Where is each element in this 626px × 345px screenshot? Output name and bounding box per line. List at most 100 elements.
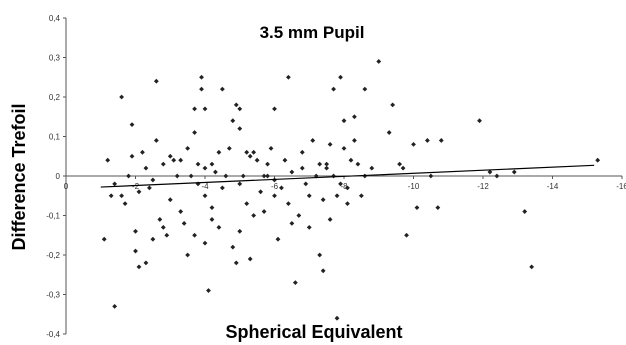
data-point xyxy=(251,213,257,218)
x-tick-label: -8 xyxy=(340,182,348,191)
data-point xyxy=(178,157,184,163)
data-point xyxy=(171,157,177,163)
data-point xyxy=(202,240,208,246)
data-point xyxy=(119,94,124,100)
data-point xyxy=(320,268,326,274)
data-point xyxy=(358,193,364,199)
data-point xyxy=(136,264,142,270)
data-point xyxy=(112,181,118,187)
x-tick-label: -16 xyxy=(616,182,626,191)
data-point xyxy=(185,252,191,258)
data-point xyxy=(192,106,197,112)
data-point xyxy=(237,106,243,112)
data-point xyxy=(133,248,138,254)
data-point xyxy=(247,153,253,159)
x-tick-label: -6 xyxy=(271,182,279,191)
trendline xyxy=(100,164,595,188)
data-point xyxy=(122,201,128,207)
data-point xyxy=(397,161,402,167)
data-point xyxy=(390,102,396,108)
data-point xyxy=(119,193,124,199)
data-point xyxy=(310,138,316,143)
data-point xyxy=(376,59,382,64)
x-tick-label: -12 xyxy=(477,182,489,191)
data-point xyxy=(341,118,347,124)
data-point xyxy=(247,256,253,262)
data-point xyxy=(213,169,218,175)
data-point xyxy=(202,165,208,171)
data-point xyxy=(477,118,482,124)
data-point xyxy=(338,181,343,187)
x-axis-title: Spherical Equivalent xyxy=(225,322,402,342)
data-point xyxy=(254,157,260,163)
data-point xyxy=(143,260,149,266)
data-point xyxy=(226,145,232,151)
axes: 0,4 0,3 0,2 0,1 0 -0,1 -0,2 -0,3 -0,4 0 -2 -4 -6 -8 -1… xyxy=(46,14,626,339)
data-point xyxy=(265,173,270,179)
data-point xyxy=(209,161,215,167)
data-point xyxy=(272,193,277,199)
data-point xyxy=(181,221,187,226)
data-point xyxy=(487,169,493,175)
data-point xyxy=(237,126,243,131)
data-point xyxy=(341,145,347,151)
x-tick-label: 0 xyxy=(64,182,69,191)
data-point xyxy=(233,260,239,266)
data-point xyxy=(206,288,211,293)
y-axis-title: Difference Trefoil xyxy=(9,103,29,250)
data-point xyxy=(327,142,333,147)
data-point xyxy=(334,193,340,199)
data-point xyxy=(529,264,535,270)
data-point xyxy=(105,157,111,163)
y-tick-label: -0,1 xyxy=(46,212,60,221)
data-point xyxy=(261,173,267,179)
data-point xyxy=(522,209,528,214)
data-point xyxy=(178,209,184,214)
data-point xyxy=(438,138,444,143)
data-point xyxy=(199,74,204,80)
data-point xyxy=(192,130,197,135)
data-point xyxy=(185,145,191,151)
x-tick-label: -4 xyxy=(201,182,209,191)
data-point xyxy=(306,193,312,199)
data-point xyxy=(296,213,302,218)
data-point xyxy=(167,197,173,203)
data-point xyxy=(275,236,281,242)
data-point xyxy=(140,149,145,155)
y-tick-label: 0,2 xyxy=(49,93,61,102)
data-point xyxy=(345,185,350,191)
data-point xyxy=(150,236,156,242)
data-point xyxy=(237,181,243,187)
chart-title: 3.5 mm Pupil xyxy=(260,23,365,42)
data-point xyxy=(324,161,330,167)
data-point xyxy=(153,78,159,84)
y-tick-label: 0,4 xyxy=(49,14,61,23)
data-point xyxy=(129,153,135,159)
data-point xyxy=(195,161,201,167)
data-point xyxy=(216,224,222,230)
data-point xyxy=(414,205,420,210)
data-point xyxy=(133,228,138,234)
data-point xyxy=(317,161,323,167)
data-point xyxy=(219,86,225,92)
data-point xyxy=(101,236,107,242)
data-point xyxy=(286,201,291,207)
data-point xyxy=(244,149,250,155)
data-point xyxy=(352,138,357,143)
data-point xyxy=(160,161,166,167)
y-tick-label: -0,3 xyxy=(46,291,60,300)
data-point xyxy=(164,232,170,238)
data-points xyxy=(101,59,601,321)
data-point xyxy=(188,173,194,179)
data-point xyxy=(331,86,336,92)
data-point xyxy=(317,252,323,258)
data-point xyxy=(292,280,298,286)
trendline-group xyxy=(100,164,595,188)
data-point xyxy=(355,161,361,167)
y-tick-label: 0,1 xyxy=(49,133,61,142)
data-point xyxy=(289,221,295,226)
data-point xyxy=(289,169,295,175)
data-point xyxy=(425,138,430,143)
data-point xyxy=(153,138,159,143)
data-point xyxy=(202,193,208,199)
